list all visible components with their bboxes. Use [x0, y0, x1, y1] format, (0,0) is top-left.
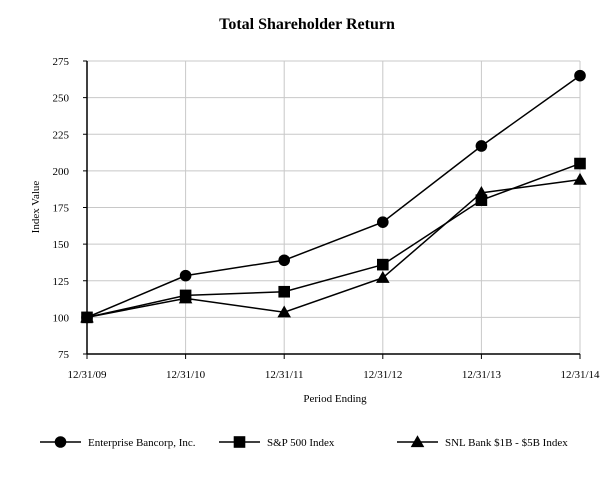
x-tick-labels: 12/31/09 12/31/10 12/31/11 12/31/12 12/31/13…: [67, 369, 600, 381]
legend-item: Enterprise Bancorp, Inc.: [40, 436, 196, 449]
series-group: [80, 69, 587, 324]
data-point: [178, 291, 193, 304]
x-axis-label: Period Ending: [303, 393, 367, 405]
legend-item: S&P 500 Index: [219, 436, 335, 449]
data-point: [377, 216, 389, 228]
y-axis-label: Index Value: [30, 181, 42, 234]
data-point: [80, 310, 94, 323]
legend-marker: [233, 436, 246, 448]
data-point: [377, 258, 389, 271]
y-tick-label: 100: [53, 312, 70, 324]
y-tick-label: 200: [53, 166, 70, 178]
series-triangle: [80, 172, 587, 323]
chart-title: Total Shareholder Return: [219, 16, 395, 33]
x-tick-label: 12/31/11: [265, 369, 304, 381]
y-tick-label: 150: [53, 239, 70, 251]
legend-item: SNL Bank $1B - $5B Index: [397, 435, 568, 449]
y-tick-label: 175: [53, 203, 70, 215]
y-tick-label: 275: [53, 56, 70, 68]
x-tick-label: 12/31/12: [363, 369, 402, 381]
x-tick-label: 12/31/09: [67, 369, 107, 381]
legend-marker: [54, 436, 67, 448]
y-tick-label: 250: [53, 93, 70, 105]
legend-marker: [410, 435, 425, 448]
y-tick-labels: 75 100 125 150 175 200 225 250 275: [53, 56, 70, 361]
series-line: [86, 162, 581, 319]
legend: Enterprise Bancorp, Inc. S&P 500 Index SNL…: [40, 435, 568, 449]
data-point: [475, 194, 488, 206]
x-tick-label: 12/31/13: [462, 369, 502, 381]
data-point: [574, 157, 586, 170]
series-line: [86, 75, 581, 319]
x-tick-label: 12/31/14: [560, 369, 600, 381]
legend-label: SNL Bank $1B - $5B Index: [445, 437, 568, 449]
data-point: [179, 269, 192, 282]
data-point: [278, 254, 291, 267]
data-point: [573, 172, 587, 185]
data-point: [574, 69, 586, 82]
data-point: [474, 186, 489, 198]
data-point: [376, 271, 390, 283]
data-point: [278, 285, 290, 298]
legend-label: Enterprise Bancorp, Inc.: [88, 437, 196, 449]
y-tick-label: 75: [58, 349, 70, 361]
axes: [83, 60, 581, 359]
y-tick-label: 125: [53, 276, 70, 288]
series-circle: [81, 69, 586, 324]
series-line: [86, 178, 581, 319]
y-tick-label: 225: [53, 129, 70, 141]
data-point: [475, 140, 488, 152]
gridlines: [87, 60, 581, 354]
legend-label: S&P 500 Index: [267, 437, 335, 449]
x-tick-label: 12/31/10: [166, 369, 206, 381]
data-point: [277, 305, 291, 318]
